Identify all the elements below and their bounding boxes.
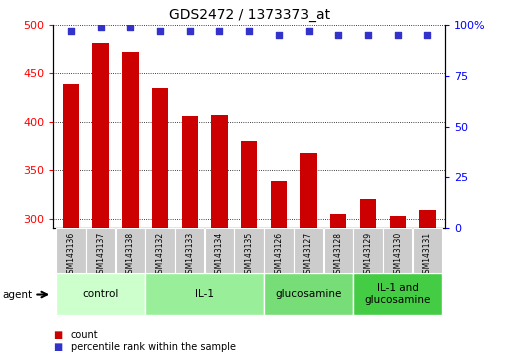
Point bbox=[304, 28, 312, 34]
Text: GSM143136: GSM143136 bbox=[66, 232, 75, 278]
Bar bbox=[352, 228, 382, 273]
Bar bbox=[86, 228, 115, 273]
Bar bbox=[419, 210, 435, 228]
Bar bbox=[234, 228, 264, 273]
Text: ■: ■ bbox=[53, 330, 62, 339]
Bar bbox=[175, 228, 204, 273]
Text: glucosamine: glucosamine bbox=[275, 289, 341, 299]
Bar bbox=[352, 273, 441, 315]
Point bbox=[393, 32, 401, 38]
Bar bbox=[270, 181, 286, 228]
Text: GSM143138: GSM143138 bbox=[126, 232, 135, 278]
Text: IL-1 and
glucosamine: IL-1 and glucosamine bbox=[364, 283, 430, 305]
Bar bbox=[116, 228, 145, 273]
Text: ■: ■ bbox=[53, 342, 62, 352]
Text: GSM143134: GSM143134 bbox=[215, 232, 224, 278]
Text: GSM143137: GSM143137 bbox=[96, 232, 105, 278]
Point bbox=[423, 32, 431, 38]
Point bbox=[334, 32, 342, 38]
Point bbox=[363, 32, 371, 38]
Point bbox=[96, 24, 105, 30]
Point bbox=[67, 28, 75, 34]
Text: IL-1: IL-1 bbox=[195, 289, 214, 299]
Text: agent: agent bbox=[3, 290, 33, 299]
Bar bbox=[122, 52, 138, 228]
Bar bbox=[56, 273, 145, 315]
Text: GSM143131: GSM143131 bbox=[422, 232, 431, 278]
Text: GSM143132: GSM143132 bbox=[155, 232, 164, 278]
Text: count: count bbox=[71, 330, 98, 339]
Point bbox=[215, 28, 223, 34]
Text: GSM143135: GSM143135 bbox=[244, 232, 253, 278]
Bar bbox=[412, 228, 441, 273]
Text: GSM143128: GSM143128 bbox=[333, 232, 342, 278]
Text: percentile rank within the sample: percentile rank within the sample bbox=[71, 342, 235, 352]
Point bbox=[245, 28, 253, 34]
Bar bbox=[181, 116, 197, 228]
Point bbox=[185, 28, 193, 34]
Text: GSM143129: GSM143129 bbox=[363, 232, 372, 278]
Text: GSM143126: GSM143126 bbox=[274, 232, 283, 278]
Bar bbox=[359, 199, 375, 228]
Bar bbox=[389, 216, 405, 228]
Bar bbox=[56, 228, 85, 273]
Bar bbox=[145, 273, 264, 315]
Bar bbox=[323, 228, 352, 273]
Title: GDS2472 / 1373373_at: GDS2472 / 1373373_at bbox=[168, 8, 329, 22]
Bar bbox=[240, 141, 257, 228]
Point bbox=[126, 24, 134, 30]
Bar bbox=[264, 273, 352, 315]
Bar bbox=[211, 115, 227, 228]
Bar bbox=[293, 228, 323, 273]
Text: GSM143130: GSM143130 bbox=[392, 232, 401, 278]
Bar bbox=[92, 43, 109, 228]
Text: control: control bbox=[82, 289, 119, 299]
Point bbox=[274, 32, 282, 38]
Bar bbox=[205, 228, 234, 273]
Bar bbox=[329, 214, 346, 228]
Bar bbox=[145, 228, 174, 273]
Bar bbox=[152, 88, 168, 228]
Bar bbox=[63, 84, 79, 228]
Text: GSM143133: GSM143133 bbox=[185, 232, 194, 278]
Bar bbox=[264, 228, 293, 273]
Point bbox=[156, 28, 164, 34]
Bar bbox=[382, 228, 412, 273]
Text: GSM143127: GSM143127 bbox=[304, 232, 313, 278]
Bar bbox=[300, 153, 316, 228]
